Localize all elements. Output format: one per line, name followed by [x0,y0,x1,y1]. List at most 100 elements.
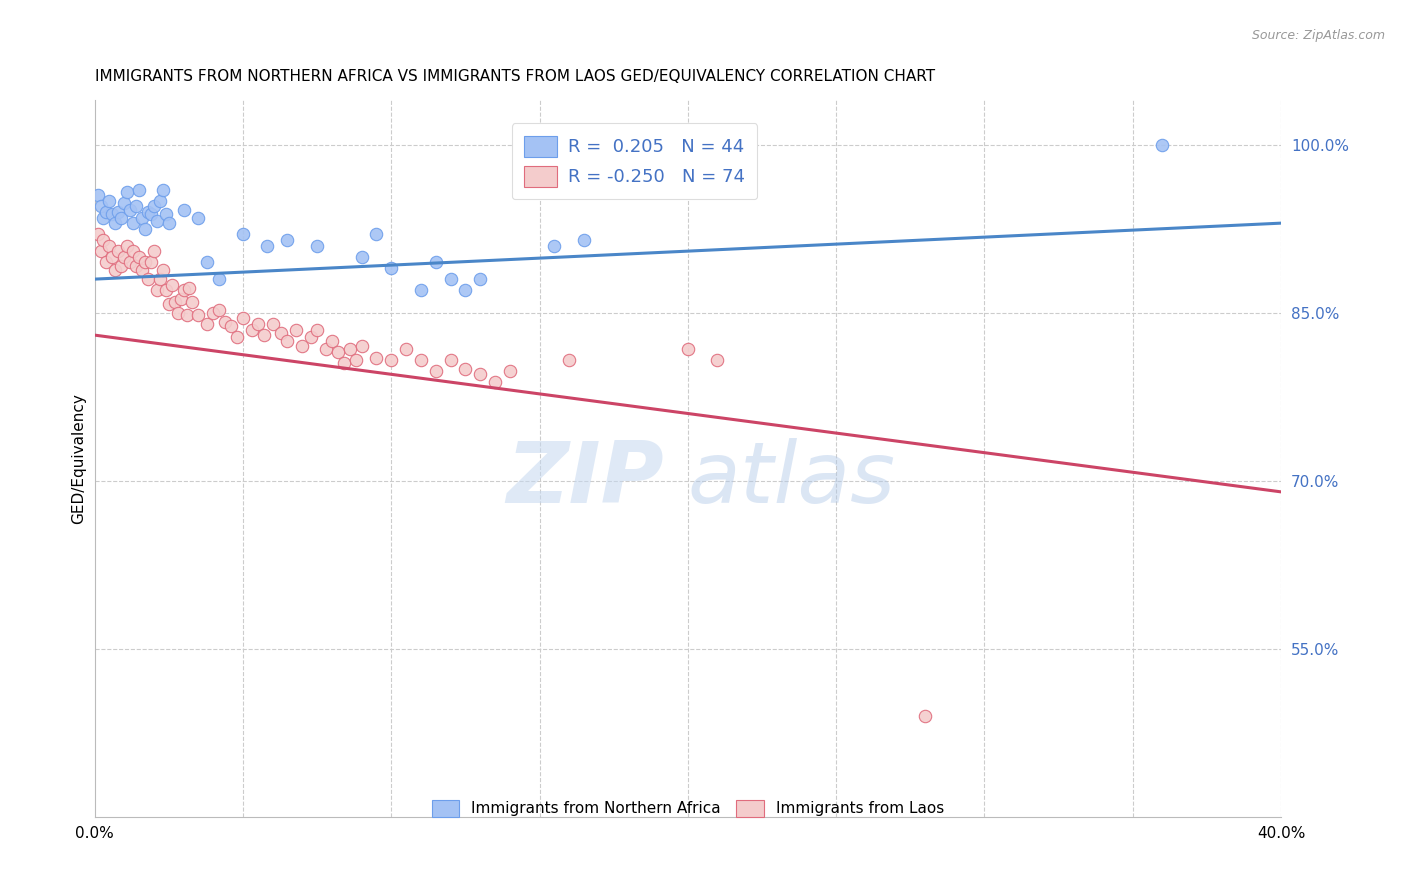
Point [146,214,169,228]
Text: Source: ZipAtlas.com: Source: ZipAtlas.com [1251,29,1385,42]
Point [155,207,177,221]
Point [104,216,127,230]
Point [142,199,165,213]
Point [149,272,172,286]
Point [125,259,148,273]
Point [146,283,169,297]
Point [409,283,432,297]
Point [120,255,142,269]
Point [115,185,138,199]
Point [104,263,127,277]
Point [470,272,492,286]
Point [246,317,269,331]
Point [439,272,461,286]
Text: IMMIGRANTS FROM NORTHERN AFRICA VS IMMIGRANTS FROM LAOS GED/EQUIVALENCY CORRELAT: IMMIGRANTS FROM NORTHERN AFRICA VS IMMIG… [94,69,935,84]
Point [152,263,174,277]
Point [149,194,172,208]
Point [101,250,124,264]
Point [98,238,121,252]
Point [112,250,135,264]
Point [305,322,328,336]
Text: ZIP: ZIP [506,438,664,521]
Point [315,342,337,356]
Point [157,216,180,230]
Point [366,227,388,242]
Point [240,322,263,336]
Point [470,368,492,382]
Point [291,339,314,353]
Point [125,199,148,213]
Point [339,342,361,356]
Point [202,306,225,320]
Point [350,250,373,264]
Point [136,272,159,286]
Point [155,283,177,297]
Point [139,207,162,221]
Point [152,182,174,196]
Point [142,244,165,259]
Point [173,202,195,217]
Point [112,196,135,211]
Point [86,227,108,242]
Point [120,202,142,217]
Text: atlas: atlas [688,438,896,521]
Point [195,255,218,269]
Point [89,244,111,259]
Point [543,238,565,252]
Point [326,345,349,359]
Point [276,334,298,348]
Point [93,233,115,247]
Point [181,294,204,309]
Point [676,342,699,356]
Point [256,238,278,252]
Point [160,277,183,292]
Point [425,255,447,269]
Point [232,227,254,242]
Point [350,339,373,353]
Point [409,352,432,367]
Point [157,297,180,311]
Point [122,244,145,259]
Point [139,255,162,269]
Point [439,352,461,367]
Point [115,238,138,252]
Y-axis label: GED/Equivalency: GED/Equivalency [72,392,86,524]
Point [89,199,111,213]
Point [454,283,477,297]
Point [173,283,195,297]
Point [169,293,191,307]
Point [176,308,198,322]
Point [1152,137,1174,152]
Point [187,308,209,322]
Point [572,233,595,247]
Point [107,244,129,259]
Point [128,250,150,264]
Point [395,342,418,356]
Point [914,708,936,723]
Point [179,281,201,295]
Point [499,364,522,378]
Point [344,352,367,367]
Point [122,216,145,230]
Point [128,182,150,196]
Point [321,334,343,348]
Point [107,205,129,219]
Point [285,322,308,336]
Point [187,211,209,225]
Point [163,294,186,309]
Point [136,205,159,219]
Point [380,352,402,367]
Point [131,263,153,277]
Point [134,221,156,235]
Point [380,260,402,275]
Point [96,205,118,219]
Point [332,356,354,370]
Point [454,361,477,376]
Point [232,311,254,326]
Point [425,364,447,378]
Point [134,255,156,269]
Legend: Immigrants from Northern Africa, Immigrants from Laos: Immigrants from Northern Africa, Immigra… [426,793,950,823]
Point [208,272,231,286]
Point [305,238,328,252]
Point [86,188,108,202]
